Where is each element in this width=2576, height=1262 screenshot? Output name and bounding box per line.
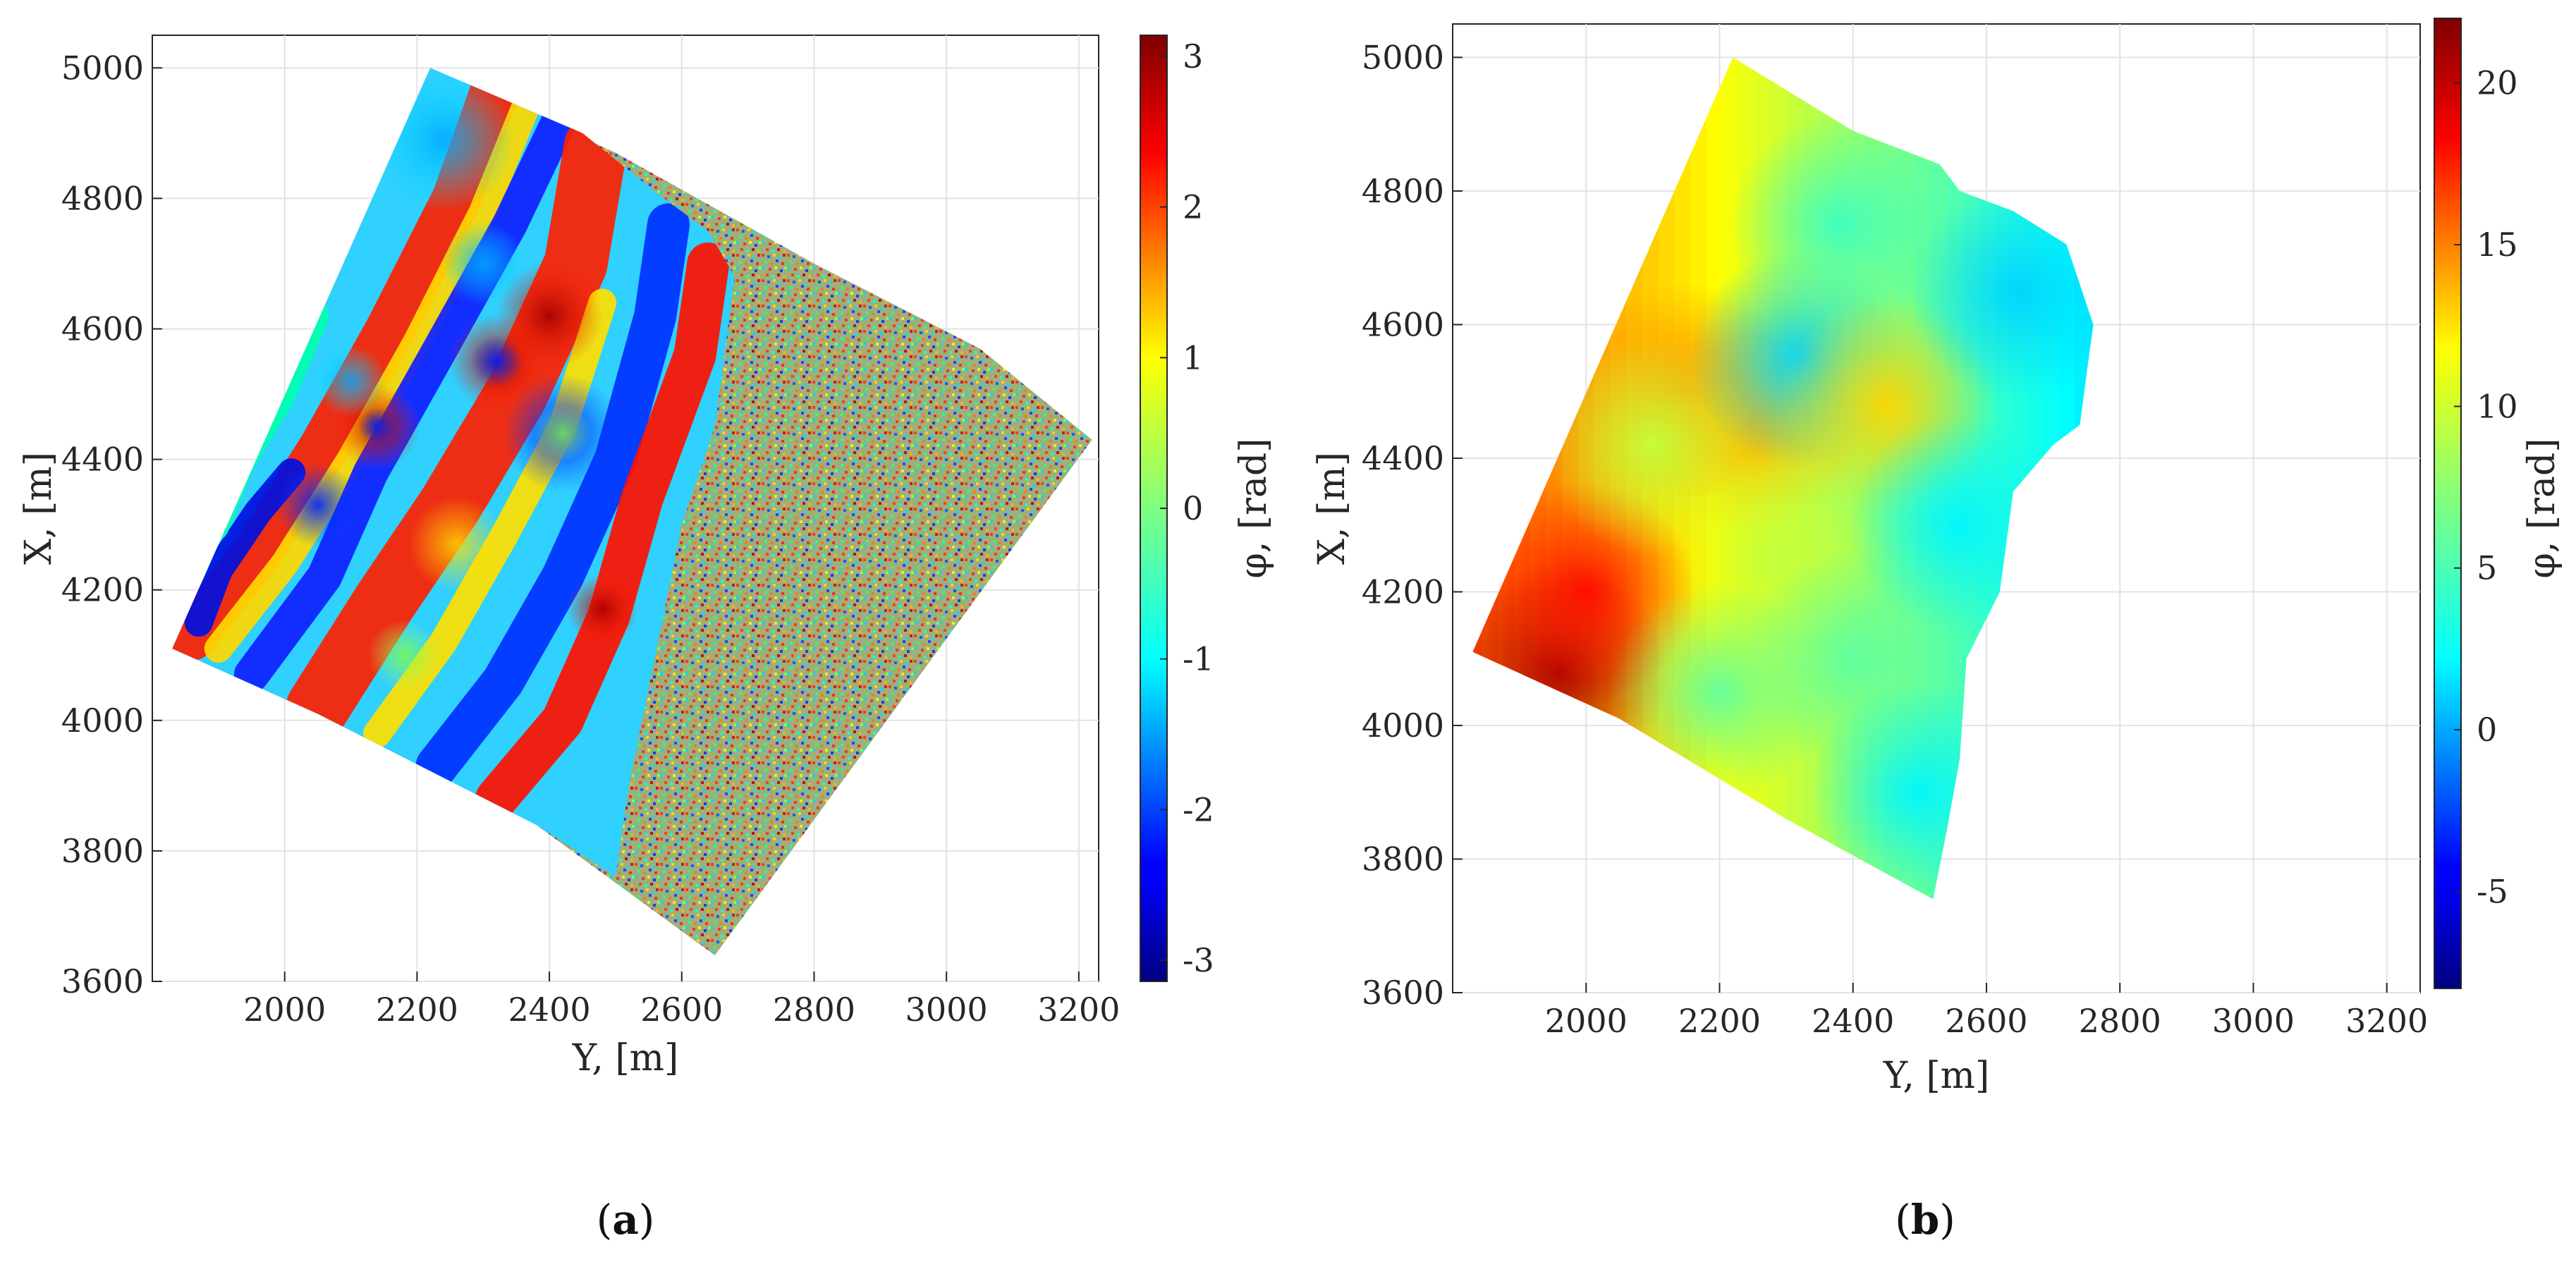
- colorbar-tick-label: 15: [2477, 226, 2518, 264]
- panel-b-y-ticks: 3600 3800 4000 4200 4400 4600 4800 5000: [1362, 38, 1463, 1012]
- panel-a-ylabel: X, [m]: [18, 452, 60, 565]
- fringe-feature: [566, 573, 638, 646]
- fringe-feature: [315, 345, 387, 417]
- colorbar-tick-label: 0: [2477, 711, 2497, 749]
- panel-b-colorbar-ticks: -5 0 5 10 15 20: [2454, 64, 2518, 910]
- y-tick-label: 3600: [61, 962, 144, 1000]
- y-tick-label: 4400: [61, 441, 144, 479]
- x-tick-label: 2200: [376, 991, 458, 1029]
- x-tick-label: 2800: [773, 991, 855, 1029]
- x-tick-label: 3200: [1037, 991, 1120, 1029]
- y-tick-label: 4800: [1362, 172, 1444, 210]
- y-tick-label: 5000: [61, 49, 144, 87]
- y-tick-label: 3800: [1362, 840, 1444, 878]
- colorbar-tick-label: 2: [1183, 188, 1203, 226]
- colorbar-tick-label: -1: [1183, 640, 1214, 678]
- x-tick-label: 3200: [2345, 1002, 2428, 1040]
- colorbar-tick-label: 20: [2477, 64, 2518, 102]
- panel-b-xlabel: Y, [m]: [1883, 1055, 1990, 1097]
- colorbar-tick-label: 10: [2477, 387, 2518, 425]
- y-tick-label: 4000: [1362, 706, 1444, 745]
- x-tick-label: 2600: [640, 991, 723, 1029]
- x-tick-label: 2600: [1945, 1002, 2027, 1040]
- x-tick-label: 2800: [2079, 1002, 2161, 1040]
- y-tick-label: 4800: [61, 179, 144, 217]
- fringe-band: [415, 203, 690, 788]
- x-tick-label: 3000: [905, 991, 988, 1029]
- colorbar-tick-label: 1: [1183, 338, 1203, 376]
- fringe-feature: [367, 619, 440, 691]
- y-tick-label: 4000: [61, 702, 144, 740]
- y-tick-label: 4200: [61, 571, 144, 609]
- panel-a-xlabel: Y, [m]: [572, 1037, 679, 1079]
- y-tick-label: 3600: [1362, 974, 1444, 1012]
- fringe-feature: [496, 262, 604, 369]
- colorbar-tick-label: 3: [1183, 37, 1203, 75]
- x-tick-label: 3000: [2212, 1002, 2295, 1040]
- panel-b-ylabel: X, [m]: [1311, 452, 1353, 565]
- x-tick-label: 2000: [243, 991, 326, 1029]
- colorbar-tick-label: -5: [2477, 872, 2508, 910]
- fringe-band: [184, 458, 306, 637]
- colorbar-tick-label: -3: [1183, 941, 1214, 979]
- panel-b-label: (b): [1895, 1196, 1955, 1244]
- panel-a-colorbar-label: φ, [rad]: [1233, 438, 1275, 578]
- panel-b-heatmap: 2000 2200 2400 2600 2800 3000 3200 3600 3800 400…: [1311, 18, 2563, 1244]
- fringe-feature: [441, 221, 525, 306]
- y-tick-label: 4600: [61, 310, 144, 348]
- fringe-feature: [358, 408, 397, 446]
- panel-a-y-ticks: 3600 3800 4000 4200 4400 4600 4800 5000: [61, 49, 162, 1000]
- y-tick-label: 4200: [1362, 572, 1444, 611]
- fringe-band: [286, 114, 628, 740]
- colorbar-tick-label: 5: [2477, 549, 2497, 587]
- x-tick-label: 2000: [1545, 1002, 1628, 1040]
- panel-b-x-ticks: 2000 2200 2400 2600 2800 3000 3200: [1545, 983, 2428, 1040]
- panel-b-colorbar-label: φ, [rad]: [2521, 438, 2563, 578]
- fringe-feature: [409, 496, 505, 592]
- y-tick-label: 3800: [61, 832, 144, 870]
- panel-a-colorbar-ticks: -3 -2 -1 0 1 2 3: [1160, 37, 1214, 979]
- colorbar-tick-label: -2: [1183, 790, 1214, 828]
- fringe-band: [475, 242, 730, 820]
- y-tick-label: 4600: [1362, 305, 1444, 343]
- fringe-feature: [534, 405, 592, 462]
- x-tick-label: 2400: [1812, 1002, 1894, 1040]
- panel-a-x-ticks: 2000 2200 2400 2600 2800 3000 3200: [243, 972, 1120, 1029]
- y-tick-label: 5000: [1362, 38, 1444, 76]
- fringe-feature: [276, 463, 360, 547]
- colorbar-tick-label: 0: [1183, 489, 1203, 527]
- y-tick-label: 4400: [1362, 439, 1444, 477]
- panel-a-label: (a): [597, 1196, 655, 1244]
- x-tick-label: 2400: [508, 991, 591, 1029]
- x-tick-label: 2200: [1678, 1002, 1761, 1040]
- phase-feature: [1729, 114, 1950, 335]
- panel-b-colorbar: [2434, 18, 2462, 989]
- panel-a-heatmap: 2000 2200 2400 2600 2800 3000 3200 3600 3800 400…: [18, 35, 1275, 1244]
